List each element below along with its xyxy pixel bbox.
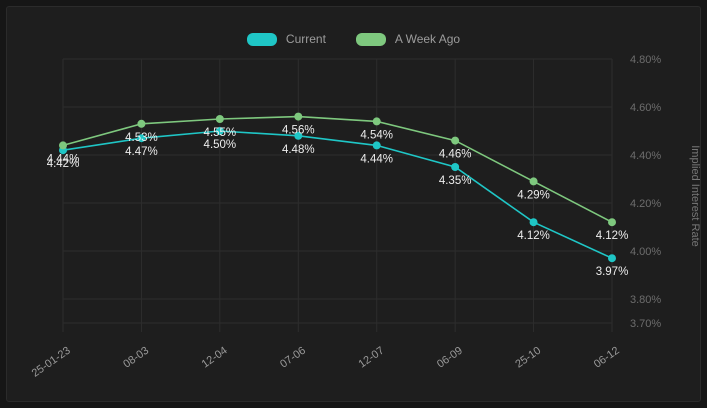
y-tick-label: 3.70% [630,318,661,330]
data-point-marker-0[interactable] [215,127,224,135]
x-tick-label: 25-10 [513,345,543,371]
point-label-1: 4.54% [360,129,393,141]
data-point-marker-1[interactable] [608,218,616,227]
y-tick-label: 4.80% [630,54,661,66]
point-label-1: 4.46% [439,149,472,161]
legend-swatch-week-ago [355,32,386,46]
data-point-marker-0[interactable] [372,141,381,150]
point-label-0: 4.50% [204,139,237,151]
point-label-1: 4.29% [517,189,550,201]
series-line-1[interactable] [62,115,613,223]
data-point-marker-0[interactable] [294,131,303,140]
point-label-0: 4.12% [517,230,550,242]
point-label-0: 4.47% [125,146,158,158]
chart-panel [6,6,701,402]
point-label-1: 4.12% [596,230,629,242]
data-point-marker-0[interactable] [451,163,460,171]
y-axis-title: Implied Interest Rate [689,145,701,247]
data-point-marker-1[interactable] [59,141,67,150]
legend-item-week-ago[interactable]: A Week Ago [355,32,461,46]
point-label-0: 4.42% [47,158,80,170]
y-tick-label: 4.40% [630,150,661,162]
legend-label-current: Current [285,32,326,46]
x-tick-label: 06-12 [592,345,622,371]
x-tick-label: 12-04 [200,345,230,371]
point-label-0: 4.48% [282,144,315,156]
data-point-marker-1[interactable] [294,112,303,121]
x-tick-label: 07-06 [278,345,308,371]
data-point-marker-1[interactable] [529,177,538,186]
legend-label-week-ago: A Week Ago [394,32,461,46]
point-label-1: 4.44% [47,153,80,165]
data-point-marker-0[interactable] [529,218,538,227]
x-tick-label: 06-09 [435,345,465,371]
data-point-marker-1[interactable] [137,119,146,128]
data-point-marker-0[interactable] [137,134,146,143]
point-label-0: 4.35% [439,175,472,187]
series-line-0[interactable] [62,130,613,259]
data-point-marker-0[interactable] [608,254,616,263]
legend-item-current[interactable]: Current [246,32,326,46]
y-tick-label: 3.80% [630,294,661,306]
x-tick-label: 08-03 [121,345,151,371]
y-tick-label: 4.00% [630,246,661,258]
x-tick-label: 12-07 [357,345,387,371]
legend-swatch-current [246,32,277,46]
data-point-marker-1[interactable] [451,136,460,145]
data-point-marker-1[interactable] [215,115,224,123]
y-tick-label: 4.20% [630,198,661,210]
data-point-marker-1[interactable] [372,117,381,126]
legend: Current A Week Ago [0,32,707,46]
point-label-0: 3.97% [596,266,629,278]
point-label-1: 4.56% [282,125,315,137]
point-label-1: 4.53% [125,132,158,144]
y-tick-label: 4.60% [630,102,661,114]
x-tick-label: 25-01-23 [30,345,73,380]
point-label-0: 4.44% [360,153,393,165]
point-label-1: 4.55% [204,127,237,139]
